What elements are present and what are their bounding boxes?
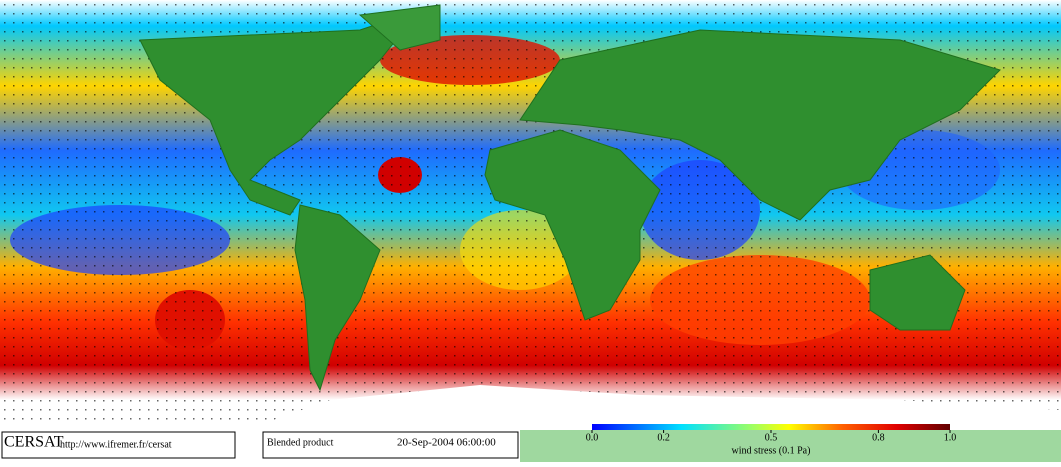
colorbar-tick-label: 0.8 xyxy=(872,432,885,443)
colorbar-label: wind stress (0.1 Pa) xyxy=(732,445,811,456)
land xyxy=(139,4,1001,392)
colorbar-tick-label: 0.0 xyxy=(586,432,599,443)
colorbar xyxy=(592,424,950,430)
colorbar-tick-label: 0.2 xyxy=(657,432,670,443)
url: http://www.ifremer.fr/cersat xyxy=(60,439,172,450)
product-box xyxy=(262,431,519,459)
logo-box xyxy=(1,431,236,459)
product: Blended product xyxy=(267,437,334,448)
logo: CERSAT xyxy=(4,434,64,451)
timestamp: 20-Sep-2004 06:00:00 xyxy=(397,437,496,449)
footer-background xyxy=(520,430,1061,462)
colorbar-tick-label: 0.5 xyxy=(765,432,778,443)
antarctica xyxy=(0,385,1061,432)
colorbar-tick-label: 1.0 xyxy=(944,432,957,443)
